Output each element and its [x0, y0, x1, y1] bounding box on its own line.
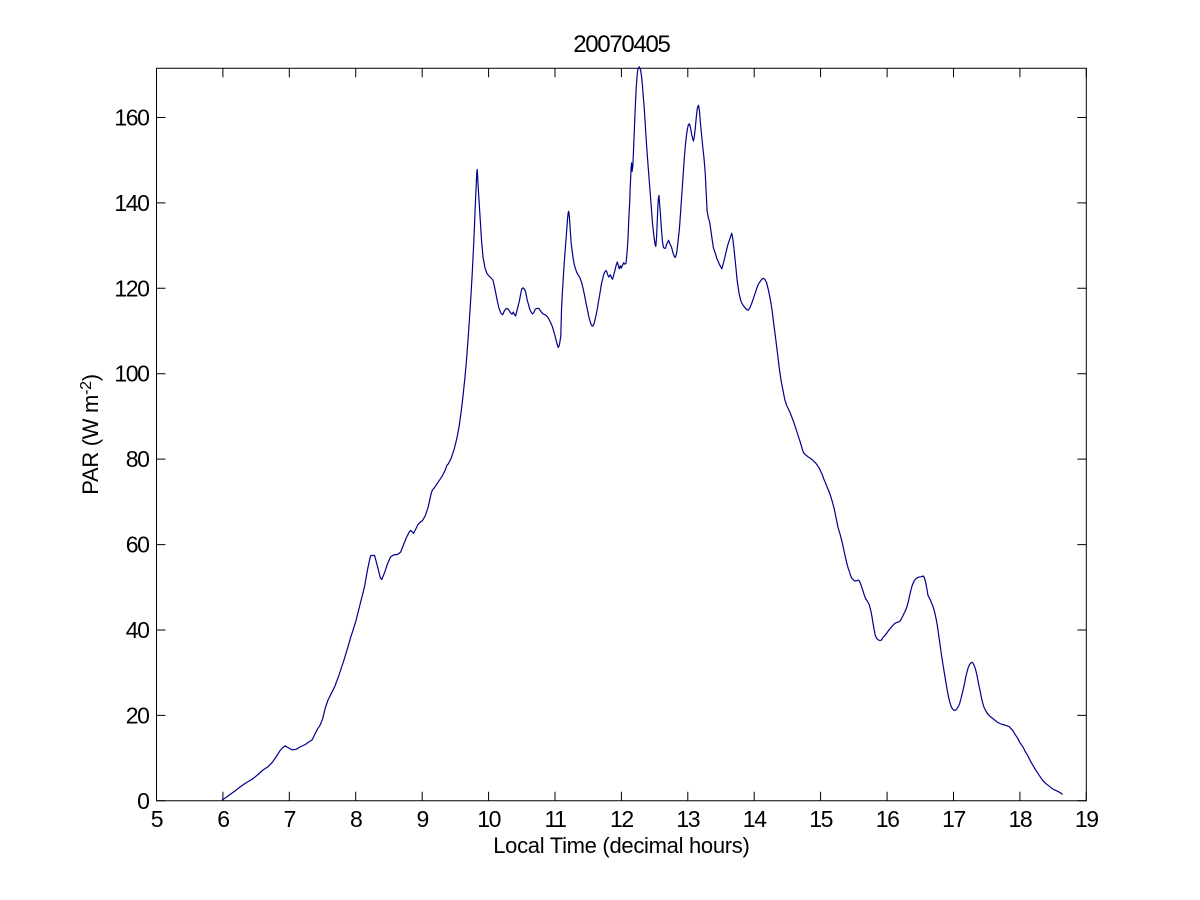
svg-text:16: 16: [876, 806, 899, 832]
svg-text:13: 13: [676, 806, 699, 832]
svg-text:0: 0: [137, 788, 149, 814]
svg-text:80: 80: [126, 446, 149, 472]
svg-text:5: 5: [151, 806, 163, 832]
svg-text:10: 10: [477, 806, 500, 832]
svg-text:6: 6: [217, 806, 229, 832]
svg-text:14: 14: [743, 806, 767, 832]
svg-text:7: 7: [284, 806, 296, 832]
svg-text:60: 60: [126, 532, 149, 558]
svg-text:Local Time (decimal hours): Local Time (decimal hours): [493, 833, 749, 858]
svg-text:15: 15: [809, 806, 832, 832]
svg-text:120: 120: [114, 275, 149, 301]
svg-text:19: 19: [1075, 806, 1098, 832]
svg-text:20: 20: [126, 702, 149, 728]
svg-text:8: 8: [350, 806, 362, 832]
svg-text:40: 40: [126, 617, 149, 643]
svg-text:12: 12: [610, 806, 633, 832]
svg-text:100: 100: [114, 361, 149, 387]
svg-text:17: 17: [942, 806, 965, 832]
svg-text:9: 9: [416, 806, 428, 832]
svg-text:11: 11: [544, 806, 566, 832]
svg-text:140: 140: [114, 190, 149, 216]
svg-text:20070405: 20070405: [573, 31, 670, 58]
svg-text:160: 160: [114, 105, 149, 131]
svg-text:18: 18: [1009, 806, 1032, 832]
